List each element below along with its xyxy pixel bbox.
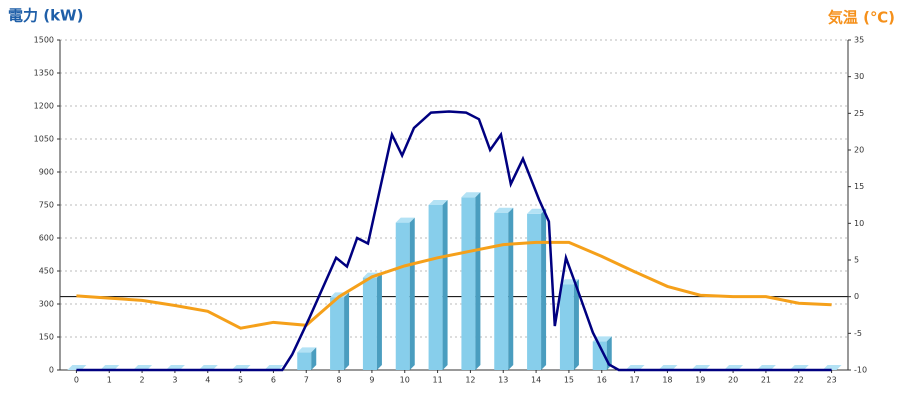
y-tick-label: 750 bbox=[39, 201, 54, 210]
bar bbox=[461, 197, 476, 370]
x-tick-label: 5 bbox=[238, 376, 243, 385]
x-tick-label: 2 bbox=[140, 376, 145, 385]
x-tick-label: 7 bbox=[304, 376, 309, 385]
y2-axis-title: 気温 (℃) bbox=[828, 9, 895, 27]
x-tick-label: 17 bbox=[629, 376, 639, 385]
x-tick-label: 20 bbox=[728, 376, 738, 385]
bar-side bbox=[409, 217, 415, 370]
x-tick-label: 8 bbox=[337, 376, 342, 385]
bar-top bbox=[461, 192, 481, 198]
bar-side bbox=[442, 200, 448, 370]
y-tick-label: 300 bbox=[39, 300, 54, 309]
bar bbox=[559, 284, 574, 370]
y-tick-label: 450 bbox=[39, 267, 54, 276]
y-tick-label: 1500 bbox=[34, 36, 54, 45]
x-tick-label: 13 bbox=[498, 376, 508, 385]
y-tick-label: 900 bbox=[39, 168, 54, 177]
bar-side bbox=[541, 208, 547, 370]
bar bbox=[527, 213, 542, 370]
y2-tick-label: 30 bbox=[854, 72, 864, 81]
bar-side bbox=[376, 272, 382, 370]
y-tick-label: 0 bbox=[49, 366, 54, 375]
bar-side bbox=[475, 192, 481, 370]
bar-top bbox=[428, 200, 448, 205]
x-tick-label: 1 bbox=[107, 376, 112, 385]
bar bbox=[428, 205, 443, 370]
bar-side bbox=[311, 347, 317, 370]
x-tick-label: 14 bbox=[531, 376, 541, 385]
x-tick-label: 9 bbox=[369, 376, 374, 385]
x-tick-label: 6 bbox=[271, 376, 276, 385]
bar bbox=[494, 212, 509, 370]
y2-tick-label: 15 bbox=[854, 182, 864, 191]
power-line bbox=[76, 110, 832, 372]
x-tick-label: 3 bbox=[172, 376, 177, 385]
x-tick-label: 11 bbox=[432, 376, 442, 385]
bar-side bbox=[508, 207, 514, 370]
x-tick-label: 15 bbox=[564, 376, 574, 385]
bar bbox=[362, 277, 377, 370]
bar-top bbox=[494, 207, 514, 213]
x-tick-label: 16 bbox=[597, 376, 607, 385]
x-tick-label: 0 bbox=[74, 376, 79, 385]
bar bbox=[592, 341, 607, 370]
y-tick-label: 150 bbox=[39, 333, 54, 342]
bar bbox=[330, 297, 345, 370]
y-tick-label: 600 bbox=[39, 234, 54, 243]
bar-top bbox=[297, 347, 317, 353]
x-tick-label: 10 bbox=[400, 376, 410, 385]
y-axis-title: 電力 (kW) bbox=[8, 7, 83, 25]
x-tick-label: 21 bbox=[761, 376, 771, 385]
y2-tick-label: -5 bbox=[854, 329, 862, 338]
y-tick-label: 1050 bbox=[34, 135, 54, 144]
bar-top bbox=[527, 208, 547, 214]
bar-side bbox=[573, 279, 579, 370]
x-tick-label: 4 bbox=[205, 376, 210, 385]
y-tick-label: 1350 bbox=[34, 69, 54, 78]
x-tick-label: 18 bbox=[662, 376, 672, 385]
y2-tick-label: 25 bbox=[854, 109, 864, 118]
y2-tick-label: -10 bbox=[854, 366, 867, 375]
y2-tick-label: 10 bbox=[854, 219, 864, 228]
x-tick-label: 22 bbox=[794, 376, 804, 385]
bar-top bbox=[395, 217, 415, 223]
y2-tick-label: 5 bbox=[854, 256, 859, 265]
x-tick-label: 12 bbox=[465, 376, 475, 385]
y2-tick-label: 0 bbox=[854, 292, 859, 301]
y2-tick-label: 35 bbox=[854, 36, 864, 45]
x-tick-label: 23 bbox=[826, 376, 836, 385]
x-tick-label: 19 bbox=[695, 376, 705, 385]
bar-side bbox=[344, 292, 350, 370]
temperature-line bbox=[76, 240, 832, 330]
y2-tick-label: 20 bbox=[854, 146, 864, 155]
bar bbox=[395, 222, 410, 370]
y-tick-label: 1200 bbox=[34, 102, 54, 111]
bar bbox=[297, 352, 312, 370]
